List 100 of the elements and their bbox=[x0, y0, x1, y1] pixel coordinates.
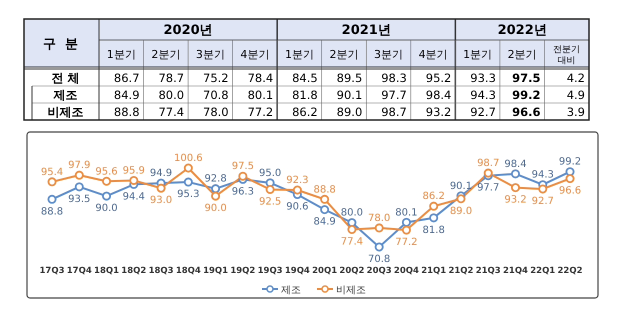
data-label: 3.9 bbox=[566, 105, 585, 119]
data-label: 78.4 bbox=[248, 71, 274, 85]
x-tick-label: 17Q3 bbox=[40, 266, 65, 276]
y-tick-label: 비제조 bbox=[48, 105, 84, 119]
data-label: 80.1 bbox=[395, 207, 418, 218]
data-label: 86.2 bbox=[422, 191, 445, 202]
legend-label: 제조 bbox=[281, 285, 301, 296]
data-label: 96.6 bbox=[558, 186, 582, 197]
data-label: 98.4 bbox=[504, 158, 527, 170]
data-label: 98.7 bbox=[381, 105, 407, 119]
data-label: 93.2 bbox=[504, 194, 527, 206]
legend-item: 비제조 bbox=[317, 285, 366, 296]
data-label: 97.7 bbox=[477, 182, 500, 194]
data-label: 95.2 bbox=[426, 71, 452, 85]
data-label: 80.1 bbox=[248, 88, 274, 102]
x-tick-label: 4분기 bbox=[240, 48, 270, 61]
data-label: 75.2 bbox=[203, 71, 229, 85]
x-tick-label: 19Q1 bbox=[203, 266, 228, 276]
x-tick-label: 1분기 bbox=[463, 48, 492, 61]
y-tick-label: 제조 bbox=[52, 88, 78, 102]
x-tick-label: 21Q1 bbox=[421, 266, 446, 276]
data-label: 90.1 bbox=[450, 180, 472, 192]
legend-item: 제조 bbox=[262, 285, 301, 296]
x-tick-label: 1분기 bbox=[106, 48, 136, 61]
data-label: 70.8 bbox=[368, 254, 390, 265]
data-label: 90.0 bbox=[204, 203, 227, 214]
data-label: 95.4 bbox=[40, 166, 64, 178]
x-tick-label: 18Q2 bbox=[121, 266, 146, 276]
x-tick-label: 2분기 bbox=[151, 48, 180, 61]
data-label: 70.8 bbox=[203, 88, 229, 102]
x-tick-label: 17Q4 bbox=[66, 266, 92, 276]
data-label: 88.8 bbox=[114, 105, 140, 119]
data-label: 88.8 bbox=[314, 184, 336, 196]
x-tick-label: 20Q2 bbox=[339, 266, 364, 276]
x-tick-label: 20Q1 bbox=[312, 266, 338, 276]
data-label: 80.0 bbox=[340, 208, 364, 219]
text: 2021년 bbox=[342, 23, 391, 38]
data-label: 98.3 bbox=[381, 71, 407, 85]
data-label: 99.2 bbox=[558, 156, 582, 168]
x-tick-label: 22Q1 bbox=[530, 266, 556, 276]
data-label: 100.6 bbox=[174, 153, 203, 164]
data-label: 78.7 bbox=[158, 71, 184, 85]
data-label: 81.8 bbox=[292, 88, 318, 102]
x-tick-label: 21Q3 bbox=[476, 266, 501, 276]
x-tick-label: 21Q4 bbox=[502, 266, 528, 276]
x-tick-label: 4분기 bbox=[418, 48, 448, 61]
data-label: 84.9 bbox=[314, 216, 336, 228]
data-label: 77.2 bbox=[248, 105, 274, 119]
data-label: 95.3 bbox=[177, 189, 200, 200]
data-label: 77.4 bbox=[340, 236, 364, 248]
data-label: 84.9 bbox=[114, 88, 140, 102]
data-label: 80.0 bbox=[158, 88, 184, 102]
data-label: 89.0 bbox=[336, 105, 362, 119]
chart-title: 구 분 bbox=[43, 37, 80, 52]
text: 2022년 bbox=[498, 23, 547, 38]
data-label: 78.0 bbox=[368, 212, 390, 224]
data-label: 92.7 bbox=[470, 105, 496, 119]
data-label: 99.2 bbox=[512, 88, 540, 102]
data-label: 90.6 bbox=[286, 202, 308, 213]
x-tick-label: 3분기 bbox=[196, 48, 225, 61]
data-label: 96.3 bbox=[232, 186, 254, 198]
x-tick-label: 19Q4 bbox=[284, 266, 310, 276]
data-label: 92.5 bbox=[258, 196, 282, 208]
data-label: 92.3 bbox=[286, 175, 308, 186]
data-label: 94.9 bbox=[150, 168, 172, 180]
data-label: 89.0 bbox=[450, 206, 472, 217]
data-label: 93.2 bbox=[426, 105, 452, 119]
data-label: 95.9 bbox=[122, 165, 145, 176]
text: 2020년 bbox=[163, 23, 213, 38]
x-tick-label: 19Q2 bbox=[230, 266, 256, 276]
data-label: 77.4 bbox=[158, 105, 184, 119]
data-label: 90.1 bbox=[336, 88, 362, 102]
legend-label: 비제조 bbox=[336, 285, 366, 296]
data-label: 78.0 bbox=[203, 105, 229, 119]
data-label: 97.5 bbox=[512, 71, 540, 85]
x-tick-label: 20Q4 bbox=[394, 266, 419, 276]
x-tick-label: 19Q3 bbox=[258, 266, 283, 276]
data-label: 97.9 bbox=[68, 160, 90, 172]
x-tick-label: 2분기 bbox=[508, 48, 537, 61]
x-tick-label: 3분기 bbox=[374, 48, 404, 61]
x-tick-label: 18Q4 bbox=[176, 266, 201, 276]
x-tick-label: 21Q2 bbox=[448, 266, 474, 276]
data-label: 93.0 bbox=[150, 195, 172, 206]
data-label: 89.5 bbox=[336, 71, 362, 85]
data-label: 86.2 bbox=[292, 105, 318, 119]
data-label: 92.7 bbox=[532, 196, 554, 207]
x-tick-label: 18Q1 bbox=[94, 266, 120, 276]
data-label: 90.0 bbox=[95, 203, 118, 214]
x-tick-label: 22Q2 bbox=[558, 266, 583, 276]
data-label: 84.5 bbox=[292, 71, 318, 85]
data-label: 77.2 bbox=[395, 237, 418, 248]
data-label: 92.8 bbox=[204, 174, 227, 185]
data-label: 93.5 bbox=[68, 194, 90, 205]
y-tick-label: 전 체 bbox=[51, 71, 80, 85]
data-label: 94.3 bbox=[470, 88, 496, 102]
x-tick-label: 전분기 대비 bbox=[553, 45, 580, 66]
data-label: 94.4 bbox=[122, 191, 145, 202]
data-label: 97.5 bbox=[232, 161, 254, 172]
data-label: 98.7 bbox=[477, 158, 500, 170]
data-label: 88.8 bbox=[40, 206, 64, 218]
